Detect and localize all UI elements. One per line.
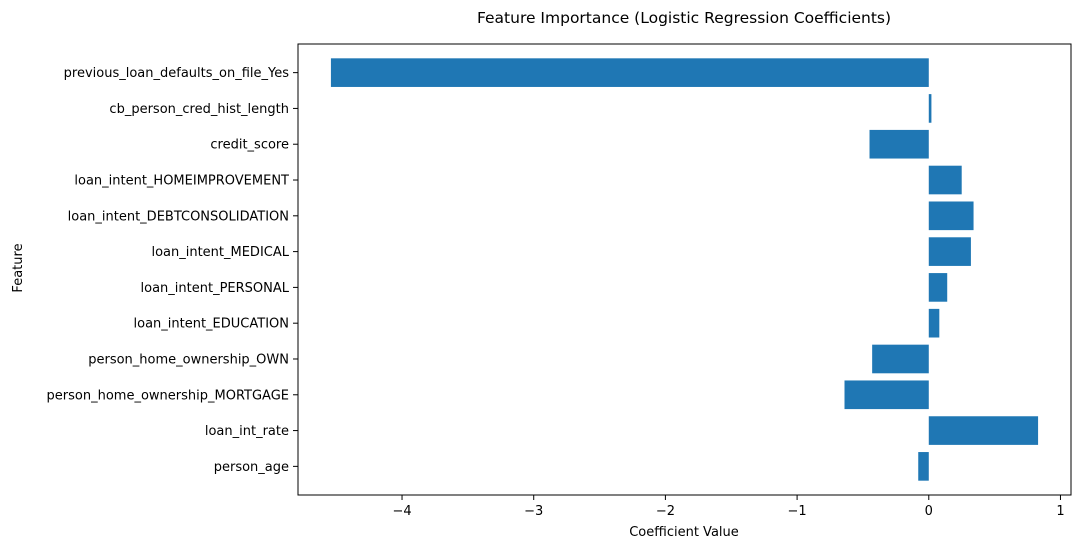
x-tick-label: −3 [524, 504, 543, 519]
y-tick-label: person_home_ownership_MORTGAGE [47, 388, 289, 403]
bar-cb_person_cred_hist_length [928, 94, 932, 123]
y-tick-label: credit_score [210, 138, 289, 153]
bar-credit_score [869, 129, 929, 159]
plot-area: previous_loan_defaults_on_file_Yes cb_per… [47, 43, 1072, 519]
bar-person_age [918, 452, 929, 481]
bar-loan_int_rate [928, 416, 1039, 445]
y-tick-label: person_home_ownership_OWN [88, 352, 289, 367]
bar-previous_loan_defaults_on_file_Yes [330, 58, 929, 87]
x-tick-label: 0 [925, 504, 933, 519]
y-tick-label: loan_intent_DEBTCONSOLIDATION [68, 209, 289, 224]
y-tick-label: loan_int_rate [205, 424, 289, 439]
x-tick-label: 1 [1056, 504, 1064, 519]
bar-person_home_ownership_MORTGAGE [844, 380, 929, 410]
bar-person_home_ownership_OWN [872, 344, 929, 374]
bar-loan_intent_HOMEIMPROVEMENT [928, 165, 962, 195]
bar-loan_intent_MEDICAL [928, 237, 971, 266]
bar-loan_intent_DEBTCONSOLIDATION [928, 201, 974, 231]
x-tick-label: −4 [392, 504, 411, 519]
y-tick-label: loan_intent_HOMEIMPROVEMENT [74, 174, 289, 189]
x-tick-label: −1 [788, 504, 807, 519]
y-tick-label: cb_person_cred_hist_length [109, 102, 289, 117]
y-tick-label: loan_intent_MEDICAL [151, 245, 289, 260]
y-tick-label: loan_intent_EDUCATION [134, 317, 290, 332]
bar-loan_intent_PERSONAL [928, 273, 948, 302]
x-axis-title: Coefficient Value [629, 525, 739, 540]
y-tick-label: person_age [214, 460, 289, 475]
y-axis-title: Feature [11, 243, 26, 292]
chart-title: Feature Importance (Logistic Regression … [477, 9, 891, 27]
bar-loan_intent_EDUCATION [928, 308, 940, 338]
y-tick-label: previous_loan_defaults_on_file_Yes [64, 66, 290, 81]
axes-frame [297, 43, 1072, 496]
x-tick-label: −2 [656, 504, 675, 519]
y-tick-label: loan_intent_PERSONAL [141, 281, 290, 296]
